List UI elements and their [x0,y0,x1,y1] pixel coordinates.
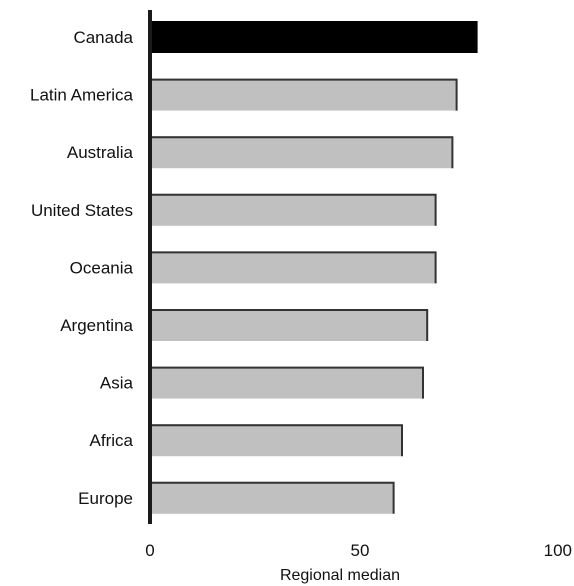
category-labels: Canada Latin America Australia United State… [30,28,134,508]
bar-asia [150,366,423,399]
category-label-oceania: Oceania [70,258,134,277]
x-tick-labels: 0 50 100 [145,541,572,560]
bar-canada [150,21,478,53]
category-label-argentina: Argentina [60,316,133,335]
category-label-africa: Africa [90,431,134,450]
bar-edge-united-states [150,193,437,226]
bar-oceania [150,251,436,284]
category-label-asia: Asia [100,374,134,393]
category-label-canada: Canada [73,28,133,47]
x-tick-label-0: 0 [145,541,154,560]
category-label-europe: Europe [78,489,133,508]
bar-argentina [150,309,428,341]
bar-europe [150,481,394,514]
category-label-united-states: United States [31,201,133,220]
bar-edge-europe [150,481,395,514]
bar-edge-africa [150,424,403,457]
x-tick-label-100: 100 [544,541,572,560]
bar-edge-asia [150,366,424,399]
x-tick-label-50: 50 [351,541,370,560]
bar-edge-argentina [150,309,429,341]
bar-edge-oceania [150,251,437,284]
bar-latin-america [150,78,457,111]
bars-layer [150,21,478,514]
bar-edge-latin-america [150,78,458,111]
bar-united-states [150,193,436,226]
category-label-australia: Australia [67,143,134,162]
bar-africa [150,424,402,457]
bar-australia [150,136,453,169]
category-label-latin-america: Latin America [30,86,134,105]
bar-edge-australia [150,136,454,169]
x-axis-title: Regional median [280,567,400,584]
